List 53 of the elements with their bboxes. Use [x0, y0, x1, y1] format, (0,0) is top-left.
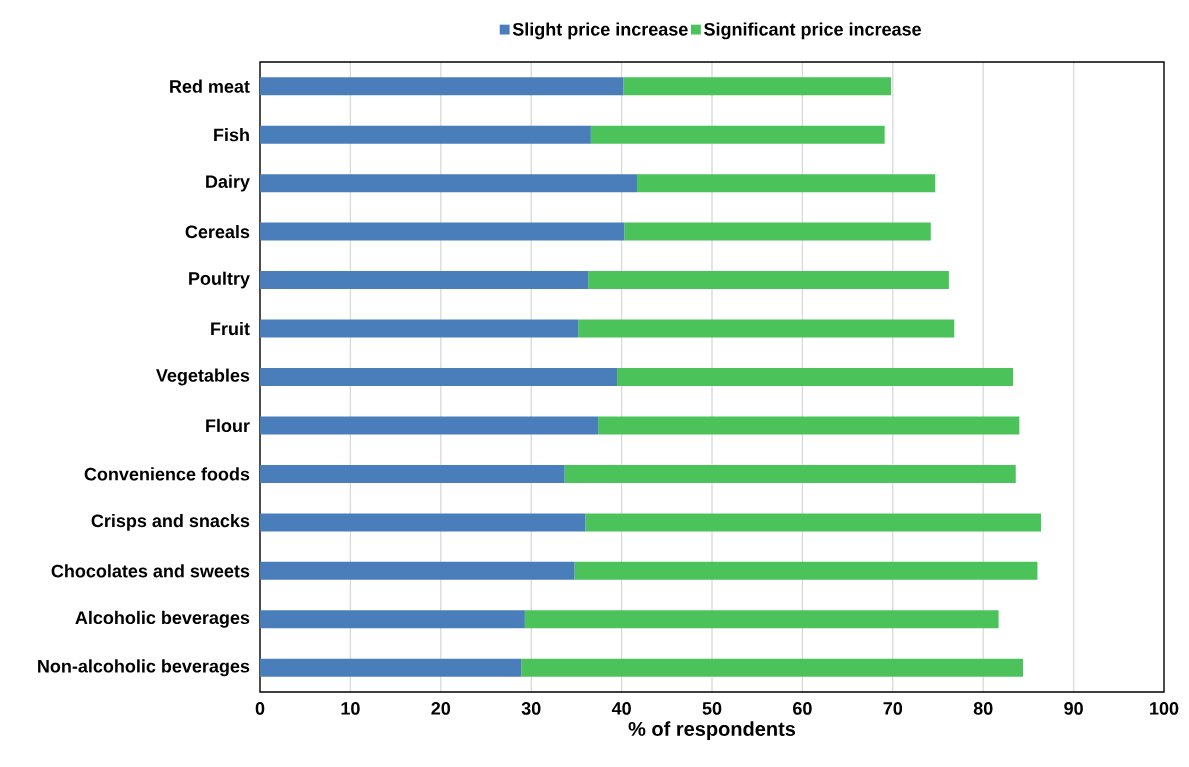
- bar: [590, 125, 885, 144]
- bar: [585, 513, 1042, 532]
- bar: [260, 658, 522, 677]
- bar: [260, 513, 586, 532]
- bar: [260, 464, 565, 483]
- x-tick-label: 20: [431, 702, 451, 715]
- bar: [260, 125, 591, 144]
- y-tick-label: Poultry: [189, 271, 250, 289]
- bar: [260, 77, 624, 96]
- bar: [260, 319, 579, 338]
- y-tick-label: Alcoholic beverages: [75, 610, 250, 628]
- bar: [574, 561, 1038, 580]
- x-tick-label: 40: [611, 702, 631, 715]
- bar: [636, 174, 936, 193]
- x-tick-label: 80: [973, 702, 993, 715]
- y-tick-label: Fruit: [211, 321, 250, 336]
- x-tick-label: 10: [341, 702, 360, 715]
- bar: [260, 368, 618, 386]
- bar: [260, 271, 589, 290]
- legend-label: Slight price increase: [512, 22, 688, 40]
- bar: [624, 222, 931, 241]
- bar: [260, 222, 625, 241]
- bar: [260, 174, 637, 193]
- bar: [260, 416, 599, 435]
- x-axis-title: % of respondents: [628, 721, 796, 740]
- bar: [521, 658, 1023, 677]
- x-tick-label: 0: [255, 702, 265, 715]
- y-tick-label: Crisps and snacks: [91, 513, 250, 531]
- legend-label: Significant price increase: [704, 22, 921, 40]
- y-tick-label: Non-alcoholic beverages: [38, 659, 250, 677]
- bar: [578, 319, 955, 338]
- y-tick-label: Chocolates and sweets: [51, 564, 250, 578]
- x-tick-label: 60: [793, 702, 812, 715]
- bar: [598, 416, 1020, 435]
- y-tick-label: Vegetables: [156, 368, 250, 386]
- y-tick-label: Flour: [206, 418, 250, 433]
- y-tick-label: Dairy: [206, 174, 250, 192]
- bar: [588, 271, 949, 290]
- y-tick-label: Fish: [214, 128, 249, 142]
- x-tick-label: 30: [521, 702, 541, 715]
- x-tick-label: 70: [883, 702, 903, 715]
- bar: [524, 610, 999, 629]
- y-tick-label: Cereals: [185, 225, 250, 239]
- bar: [564, 464, 1016, 483]
- x-tick-label: 50: [702, 702, 722, 715]
- bar: [623, 77, 891, 96]
- bar: [617, 368, 1014, 386]
- x-tick-label: 90: [1064, 702, 1083, 715]
- x-tick-label: 100: [1150, 702, 1179, 715]
- y-tick-label: Convenience foods: [84, 467, 250, 481]
- y-tick-label: Red meat: [170, 79, 250, 93]
- bar: [260, 561, 575, 580]
- bar: [260, 610, 525, 629]
